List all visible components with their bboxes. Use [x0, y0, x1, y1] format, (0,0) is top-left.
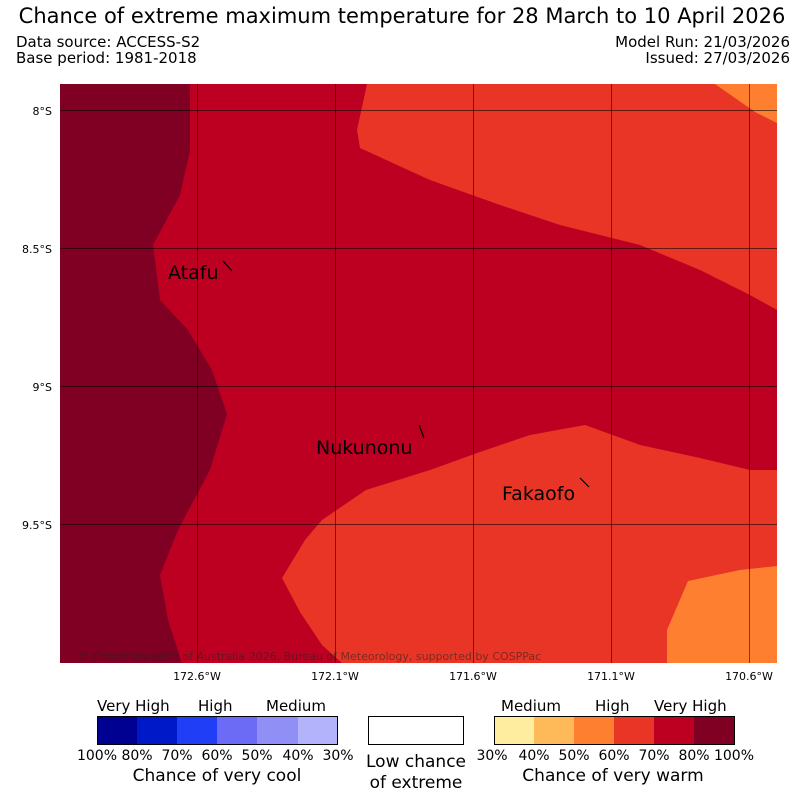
longitude-gridlines [197, 84, 750, 663]
nukunonu-island-marker [418, 424, 425, 439]
cool-swatch-30-40 [298, 716, 338, 745]
cool-legend-caption: Chance of very cool [132, 766, 302, 786]
warm-tick-60: 60% [598, 748, 630, 764]
cool-swatch-70-80 [137, 716, 177, 745]
warm-swatch-40-50 [534, 716, 574, 745]
cool-category-high: High [198, 697, 233, 715]
copyright-notice: © Commonwealth of Australia 2026, Bureau… [78, 650, 541, 663]
region-very-high-west [60, 84, 227, 663]
cool-swatch-50-60 [217, 716, 257, 745]
fakaofo-island-marker [579, 477, 590, 488]
lon-label-172-6w: 172.6°W [173, 670, 221, 683]
atafu-island-marker [222, 260, 233, 272]
lon-label-170-6w: 170.6°W [725, 670, 773, 683]
cool-swatch-40-50 [257, 716, 298, 745]
metadata-right: Model Run: 21/03/2026 Issued: 27/03/2026 [615, 34, 790, 66]
place-label-nukunonu: Nukunonu [316, 437, 412, 459]
warm-category-medium: Medium [501, 697, 561, 715]
region-medium-northeast [715, 84, 777, 123]
cool-tick-80: 80% [121, 748, 153, 764]
issued-date: Issued: 27/03/2026 [645, 49, 790, 67]
place-label-fakaofo: Fakaofo [502, 483, 575, 505]
cool-category-medium: Medium [266, 697, 326, 715]
warm-legend-caption: Chance of very warm [522, 766, 704, 786]
cool-tick-100: 100% [76, 748, 118, 764]
warm-swatch-70-80 [654, 716, 694, 745]
cool-tick-30: 30% [322, 748, 354, 764]
cool-tick-50: 50% [241, 748, 273, 764]
cool-category-very-high: Very High [97, 697, 170, 715]
latitude-gridlines [60, 110, 777, 525]
region-high-south [282, 425, 777, 663]
data-source: Data source: ACCESS-S2 [16, 33, 201, 51]
warm-swatch-50-60 [574, 716, 614, 745]
lon-label-171-6w: 171.6°W [449, 670, 497, 683]
neutral-caption-line1: Low chance [366, 752, 466, 772]
place-label-atafu: Atafu [168, 262, 219, 284]
cool-tick-70: 70% [161, 748, 193, 764]
warm-tick-30: 30% [476, 748, 508, 764]
lat-label-9-5s: 9.5°S [22, 519, 52, 532]
warm-swatch-80-100 [694, 716, 735, 745]
warm-swatch-30-40 [494, 716, 534, 745]
lon-label-172-1w: 172.1°W [311, 670, 359, 683]
warm-tick-80: 80% [678, 748, 710, 764]
lon-label-171-1w: 171.1°W [587, 670, 635, 683]
lat-label-8-5s: 8.5°S [22, 243, 52, 256]
warm-tick-70: 70% [638, 748, 670, 764]
cool-swatch-60-70 [177, 716, 217, 745]
warm-category-very-high: Very High [654, 697, 727, 715]
warm-swatch-60-70 [614, 716, 654, 745]
metadata-left: Data source: ACCESS-S2 Base period: 1981… [16, 34, 200, 66]
map-title: Chance of extreme maximum temperature fo… [18, 4, 786, 28]
warm-category-high: High [595, 697, 630, 715]
base-period: Base period: 1981-2018 [16, 49, 197, 67]
model-run: Model Run: 21/03/2026 [615, 33, 790, 51]
cool-tick-60: 60% [201, 748, 233, 764]
lat-label-9s: 9°S [33, 381, 52, 394]
cool-tick-40: 40% [282, 748, 314, 764]
warm-tick-50: 50% [558, 748, 590, 764]
cool-swatch-80-100 [97, 716, 137, 745]
region-high-northeast [357, 84, 777, 310]
neutral-swatch [368, 716, 464, 745]
neutral-caption-line2: of extreme [369, 773, 463, 793]
warm-tick-100: 100% [713, 748, 755, 764]
warm-tick-40: 40% [518, 748, 550, 764]
lat-label-8s: 8°S [33, 105, 52, 118]
